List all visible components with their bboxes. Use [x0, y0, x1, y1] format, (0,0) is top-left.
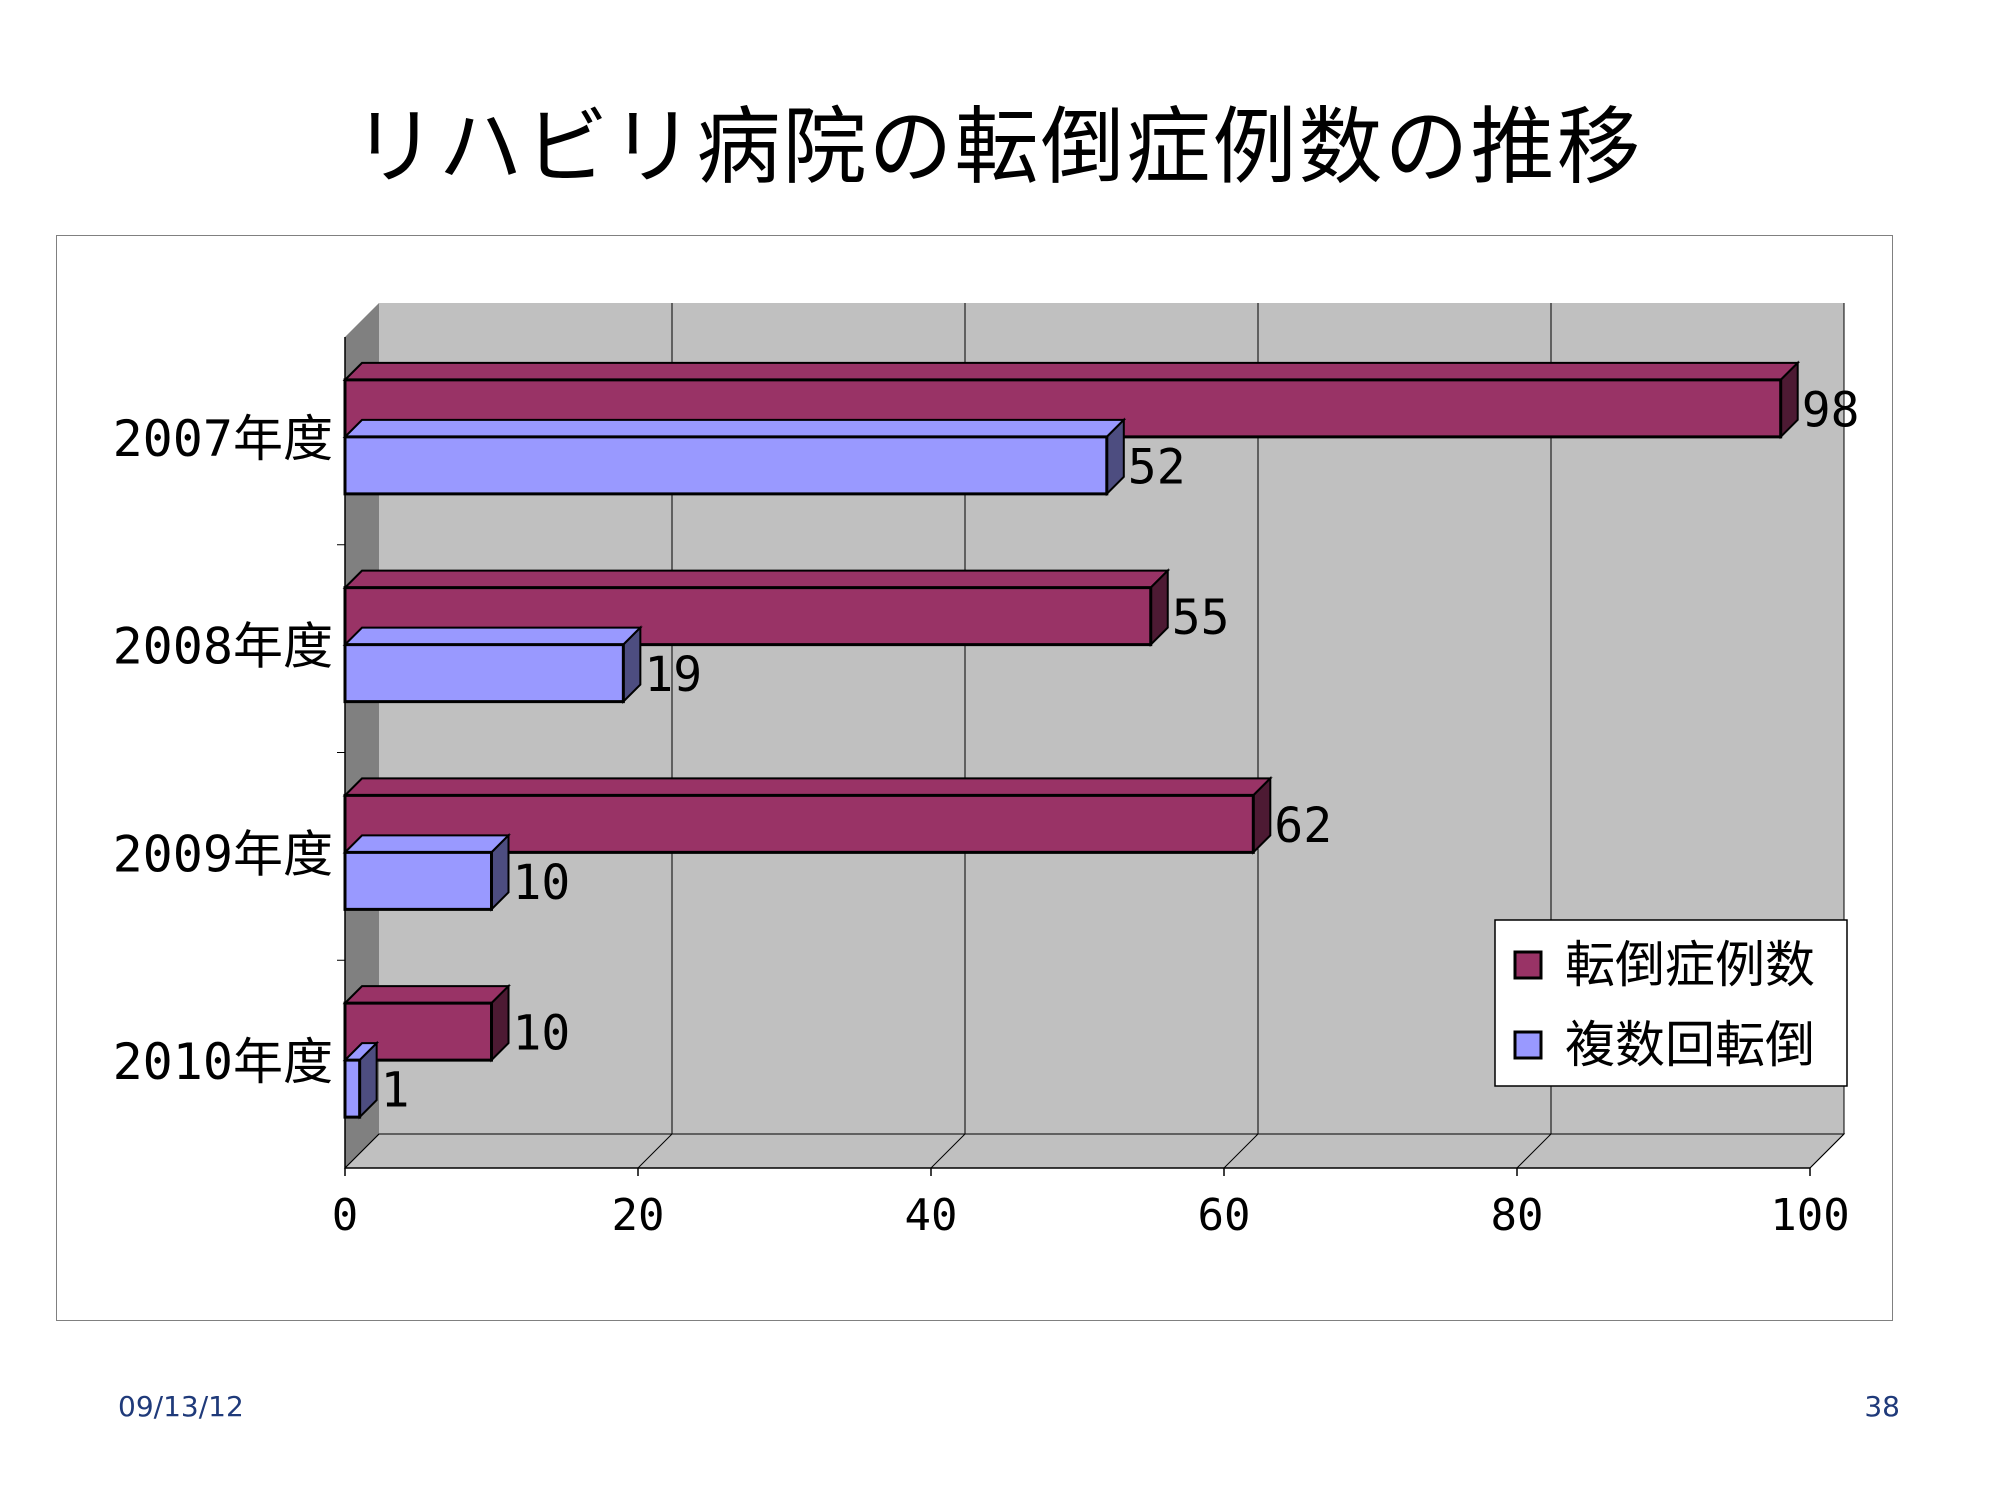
category-label: 2007年度 — [113, 410, 333, 468]
legend-label: 転倒症例数 — [1565, 936, 1815, 994]
bar-top-face — [342, 834, 511, 854]
chart-floor — [343, 1133, 1846, 1169]
bar — [343, 643, 625, 704]
chart-side-wall — [345, 303, 379, 1168]
x-tick-label: 40 — [905, 1190, 958, 1241]
floor-gridline — [930, 1133, 966, 1169]
x-tick-label: 100 — [1770, 1190, 1849, 1241]
bar — [343, 850, 493, 911]
bar-top-face — [342, 418, 1127, 438]
bar — [343, 435, 1109, 496]
legend-swatch — [1513, 1030, 1543, 1060]
x-tick-label: 0 — [332, 1190, 359, 1241]
data-label: 10 — [513, 1006, 571, 1062]
data-label: 52 — [1128, 439, 1186, 495]
data-label: 19 — [644, 647, 702, 703]
x-tick-label: 20 — [612, 1190, 665, 1241]
bar-top-face — [342, 569, 1171, 589]
slide-title: リハビリ病院の転倒症例数の推移 — [352, 98, 1643, 196]
floor-gridline — [1809, 1133, 1845, 1169]
category-label: 2009年度 — [113, 825, 333, 883]
footer-date: 09/13/12 — [118, 1390, 244, 1423]
floor-gridline — [344, 1133, 380, 1169]
legend — [1494, 919, 1848, 1087]
x-tick-label: 80 — [1491, 1190, 1544, 1241]
category-label: 2008年度 — [113, 618, 333, 676]
legend-swatch — [1513, 950, 1543, 980]
category-label: 2010年度 — [113, 1033, 333, 1091]
bar-top-face — [342, 777, 1273, 797]
legend-label: 複数回転倒 — [1565, 1016, 1815, 1074]
floor-gridline — [637, 1133, 673, 1169]
data-label: 1 — [381, 1063, 410, 1119]
bar-top-face — [342, 985, 511, 1005]
bar — [343, 1058, 362, 1119]
x-tick-label: 60 — [1198, 1190, 1251, 1241]
data-label: 10 — [513, 855, 571, 911]
bar-top-face — [342, 626, 643, 646]
data-label: 55 — [1172, 590, 1230, 646]
data-label: 62 — [1274, 798, 1332, 854]
floor-gridline — [1223, 1133, 1259, 1169]
floor-gridline — [1516, 1133, 1552, 1169]
data-label: 98 — [1802, 382, 1860, 438]
page-number: 38 — [1864, 1390, 1900, 1423]
bar-top-face — [342, 361, 1801, 381]
